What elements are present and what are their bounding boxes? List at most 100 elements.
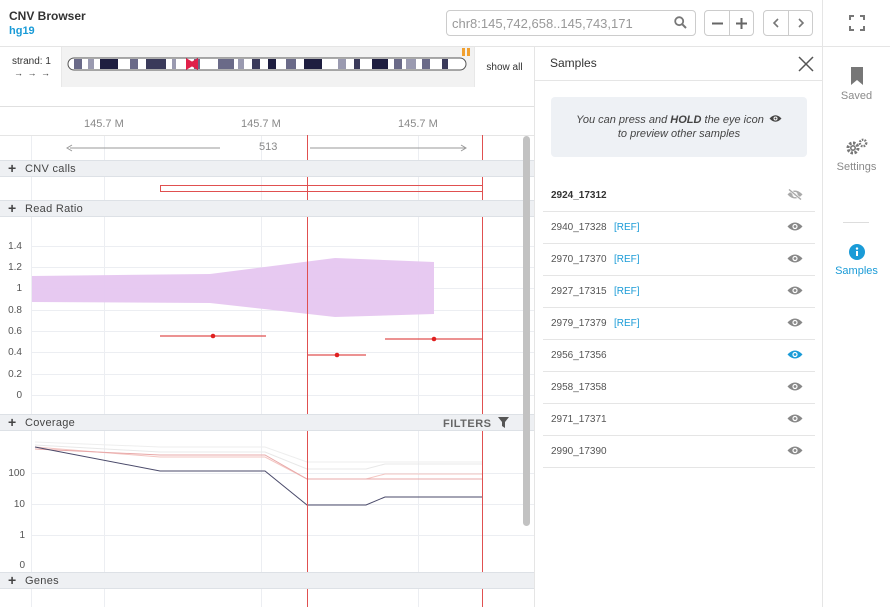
ref-tag: [REF] [614,222,640,233]
sample-row[interactable]: 2971_17371 [543,404,815,436]
tracks-canvas[interactable] [0,107,534,607]
sample-id: 2979_17379 [551,318,607,329]
chevron-left-icon [772,18,779,28]
zoom-in-button[interactable] [729,11,753,35]
chromosome-ideogram[interactable] [62,47,474,87]
samples-panel: Samples You can press and HOLD the eye i… [534,47,823,607]
zoom-buttons [704,10,754,36]
track-label: Coverage [25,417,76,429]
gear-icon [846,138,867,155]
eye-icon[interactable] [787,445,803,459]
sample-id: 2927_17315 [551,286,607,297]
genome-label[interactable]: hg19 [9,25,35,37]
ruler-tick-3: 145.7 M [398,118,438,130]
eye-icon[interactable] [787,349,803,363]
eye-icon[interactable] [787,381,803,395]
locus-search [446,10,696,36]
eye-icon[interactable] [787,253,803,267]
plus-icon [736,17,747,29]
eye-slash-icon[interactable] [787,188,803,203]
sample-id: 2958_17358 [551,382,607,393]
sample-row[interactable]: 2979_17379 [REF] [543,308,815,340]
y-tick: 1 [19,530,25,541]
ideogram-graphic [67,48,470,71]
pan-left-button[interactable] [764,11,788,35]
close-icon[interactable] [797,55,815,78]
expand-icon[interactable]: + [8,572,17,588]
y-tick: 10 [13,499,25,510]
search-icon[interactable] [674,16,687,34]
track-header-read-ratio[interactable]: + Read Ratio [0,200,534,217]
expand-icon[interactable]: + [8,200,17,216]
eye-icon [769,115,782,122]
track-header-genes[interactable]: + Genes [0,572,534,589]
track-header-cnv-calls[interactable]: + CNV calls [0,160,534,177]
y-tick: 1.2 [8,262,22,273]
minus-icon [711,22,723,24]
track-label: Read Ratio [25,203,84,215]
ref-tag: [REF] [614,318,640,329]
sample-row[interactable]: 2990_17390 [543,436,815,468]
sidebar-item-settings[interactable]: Settings [823,138,890,173]
info-icon [848,244,865,260]
sidebar-divider [843,222,869,223]
y-tick: 1 [16,283,22,294]
sample-id: 2970_17370 [551,254,607,265]
hint-text-pre: You can press and [576,114,671,126]
ruler-span: 513 [259,141,278,153]
fullscreen-button[interactable] [823,0,890,47]
samples-title: Samples [550,56,597,70]
sample-list: 2924_17312 2940_17328 [REF] 2970_17370 [REF]… [543,180,815,468]
header: CNV Browser hg19 [0,0,822,47]
expand-icon[interactable]: + [8,160,17,176]
tracks-panel: 145.7 M 145.7 M 145.7 M 513 + CNV calls … [0,107,534,607]
sample-row[interactable]: 2970_17370 [REF] [543,244,815,276]
strand-label: strand: 1 [12,56,51,67]
sidebar-item-samples[interactable]: Samples [823,244,890,277]
filter-icon [498,417,510,428]
sample-row[interactable]: 2956_17356 [543,340,815,372]
sidebar-item-saved[interactable]: Saved [823,67,890,102]
track-header-coverage[interactable]: + Coverage FILTERS [0,414,534,431]
sample-id: 2956_17356 [551,350,607,361]
hint-text-post: the eye icon [701,114,764,126]
show-all-button[interactable]: show all [474,47,534,87]
fullscreen-icon [848,15,865,31]
y-tick: 0.4 [8,347,22,358]
tracks-scrollbar[interactable] [523,136,530,526]
y-tick: 1.4 [8,241,22,252]
sidebar-item-label: Saved [840,90,873,102]
strand-arrows: → → → [14,68,52,78]
y-tick: 0.6 [8,326,22,337]
y-tick: 0.8 [8,305,22,316]
eye-icon[interactable] [787,221,803,235]
filters-label: FILTERS [443,418,492,430]
sample-row[interactable]: 2924_17312 [543,180,815,212]
pan-right-button[interactable] [788,11,812,35]
filters-button[interactable]: FILTERS [443,417,510,430]
zoom-out-button[interactable] [705,11,729,35]
pan-buttons [763,10,813,36]
samples-header: Samples [535,47,823,81]
eye-icon[interactable] [787,413,803,427]
bookmark-icon [850,67,863,85]
sample-row[interactable]: 2927_17315 [REF] [543,276,815,308]
sample-row[interactable]: 2940_17328 [REF] [543,212,815,244]
ref-tag: [REF] [614,254,640,265]
sample-id: 2971_17371 [551,414,607,425]
strand-indicator: strand: 1 → → → [0,47,62,87]
track-label: CNV calls [25,163,76,175]
y-tick: 0.2 [8,369,22,380]
eye-icon[interactable] [787,317,803,331]
y-tick: 0 [19,560,25,571]
locus-search-input[interactable] [452,14,662,32]
ruler-tick-1: 145.7 M [84,118,124,130]
eye-icon[interactable] [787,285,803,299]
y-tick: 100 [8,468,25,479]
sidebar-item-label: Samples [835,265,878,277]
right-sidebar: Saved Settings Samples [822,0,890,607]
expand-icon[interactable]: + [8,414,17,430]
sample-row[interactable]: 2958_17358 [543,372,815,404]
ideogram-spacer [0,87,534,107]
